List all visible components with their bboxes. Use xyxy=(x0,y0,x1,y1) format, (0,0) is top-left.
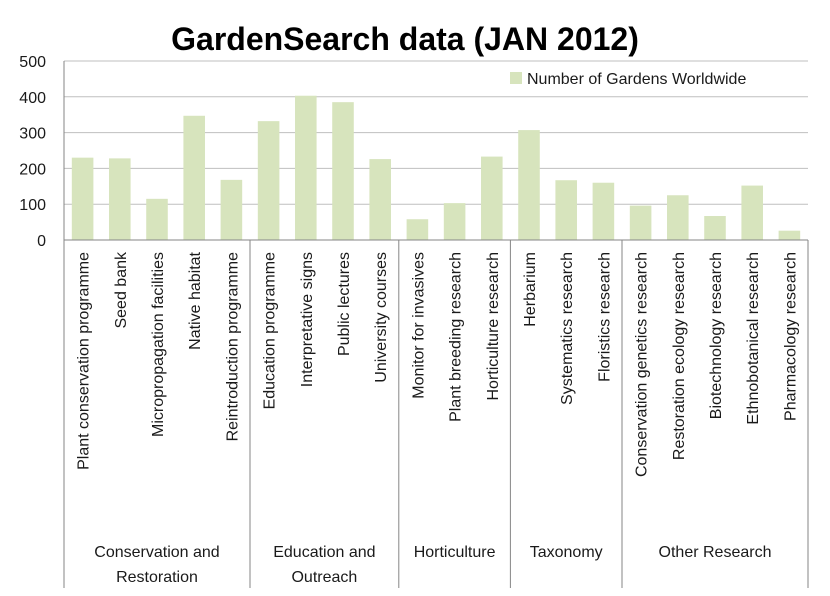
group-label: Horticulture xyxy=(414,544,496,561)
group-label: Restoration xyxy=(116,569,198,586)
y-tick-label: 500 xyxy=(19,54,46,71)
bar xyxy=(220,179,243,240)
y-tick-label: 100 xyxy=(19,197,46,214)
bar xyxy=(518,130,540,240)
bar xyxy=(741,185,763,240)
group-label: Conservation and xyxy=(94,544,219,561)
y-tick-label: 400 xyxy=(19,90,46,107)
category-label: Public lectures xyxy=(336,252,353,356)
bar xyxy=(369,159,391,240)
bar xyxy=(257,121,280,240)
axes: 0 100 200 300 400 500 xyxy=(19,54,809,588)
category-label: Reintroduction programme xyxy=(224,252,241,442)
bar xyxy=(704,216,726,240)
y-tick-label: 200 xyxy=(19,161,46,178)
category-label: Floristics research xyxy=(596,252,613,382)
group-label: Education and xyxy=(273,544,375,561)
y-tick-label: 0 xyxy=(37,233,46,250)
category-label: Native habitat xyxy=(187,251,204,349)
category-label: Conservation genetics research xyxy=(634,252,651,477)
bar xyxy=(481,156,503,240)
group-label: Taxonomy xyxy=(530,544,603,561)
bar xyxy=(71,157,94,240)
category-label: Biotechnology research xyxy=(708,252,725,419)
bar xyxy=(555,180,577,240)
category-label: Pharmacology research xyxy=(782,252,799,421)
category-label: Interpretative signs xyxy=(299,252,316,387)
bar xyxy=(629,205,652,240)
category-labels: Plant conservation programme Seed bank Mic… xyxy=(76,251,800,586)
group-label: Other Research xyxy=(659,544,772,561)
bar xyxy=(183,115,205,240)
category-label: Monitor for invasives xyxy=(410,252,427,399)
category-label: Plant conservation programme xyxy=(76,252,93,470)
group-label: Outreach xyxy=(291,569,357,586)
bar xyxy=(406,219,429,240)
category-label: Education programme xyxy=(262,252,279,410)
category-label: Plant breeding research xyxy=(448,252,465,422)
category-label: Ethnobotanical research xyxy=(745,252,762,425)
category-label: Micropropagation facilities xyxy=(150,252,167,437)
category-label: Herbarium xyxy=(522,252,539,327)
bar xyxy=(332,102,354,240)
bar xyxy=(146,198,168,240)
category-label: University courses xyxy=(373,252,390,383)
chart-title: GardenSearch data (JAN 2012) xyxy=(171,21,639,57)
category-label: Restoration ecology research xyxy=(671,252,688,460)
y-tick-label: 300 xyxy=(19,126,46,143)
bar xyxy=(592,182,615,240)
bar xyxy=(778,230,801,240)
bars xyxy=(71,95,801,240)
bar xyxy=(443,203,466,240)
category-label: Systematics research xyxy=(559,252,576,405)
legend-label: Number of Gardens Worldwide xyxy=(527,71,746,88)
bar xyxy=(109,158,131,240)
legend: Number of Gardens Worldwide xyxy=(510,71,746,88)
legend-swatch xyxy=(510,72,522,84)
category-label: Horticulture research xyxy=(485,252,502,401)
category-label: Seed bank xyxy=(113,251,130,329)
bar xyxy=(295,95,317,240)
bar xyxy=(667,195,689,240)
